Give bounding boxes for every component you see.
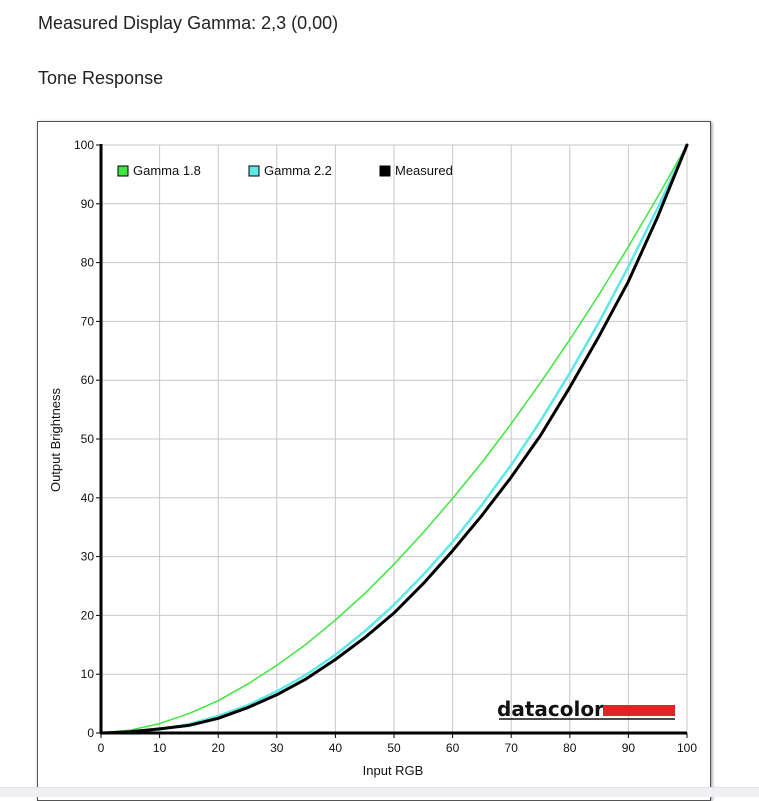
y-tick-label: 0 bbox=[87, 726, 94, 740]
x-tick-label: 30 bbox=[270, 741, 284, 755]
x-axis-title: Input RGB bbox=[363, 763, 424, 778]
chart-frame bbox=[37, 121, 711, 801]
x-tick-label: 50 bbox=[387, 741, 401, 755]
legend-item: Gamma 2.2 bbox=[248, 163, 332, 178]
grid-layer bbox=[101, 144, 688, 733]
logo-red-bar bbox=[603, 705, 675, 716]
x-tick-label: 40 bbox=[329, 741, 343, 755]
gamma-summary: Measured Display Gamma: 2,3 (0,00) bbox=[38, 13, 339, 33]
series-line-gamma-2-2 bbox=[99, 143, 689, 735]
x-tick-label: 20 bbox=[212, 741, 226, 755]
y-tick-label: 70 bbox=[81, 314, 95, 328]
x-tick-label: 0 bbox=[98, 741, 105, 755]
legend-label: Measured bbox=[395, 163, 453, 178]
series-line-measured bbox=[99, 143, 689, 735]
logo-text: datacolor bbox=[497, 697, 604, 721]
y-tick-label: 90 bbox=[81, 197, 95, 211]
legend-label: Gamma 1.8 bbox=[133, 163, 201, 178]
y-axis-title: Output Brightness bbox=[48, 387, 63, 492]
bottom-scroll-strip bbox=[0, 787, 759, 797]
legend-swatch bbox=[248, 165, 260, 177]
legend-swatch bbox=[117, 165, 129, 177]
y-tick-label: 40 bbox=[81, 491, 95, 505]
x-tick-label: 10 bbox=[153, 741, 167, 755]
y-tick-label: 20 bbox=[81, 608, 95, 622]
legend-item: Gamma 1.8 bbox=[117, 163, 201, 178]
legend-item: Measured bbox=[379, 163, 453, 178]
datacolor-logo: datacolor bbox=[497, 697, 675, 721]
y-tick-label: 100 bbox=[74, 138, 94, 152]
axis-layer bbox=[96, 144, 688, 738]
x-tick-label: 90 bbox=[622, 741, 636, 755]
y-tick-label: 30 bbox=[81, 550, 95, 564]
y-tick-label: 10 bbox=[81, 667, 95, 681]
series-line-gamma-1-8 bbox=[100, 144, 688, 734]
legend-label: Gamma 2.2 bbox=[264, 163, 332, 178]
y-tick-label: 80 bbox=[81, 256, 95, 270]
x-tick-label: 70 bbox=[505, 741, 519, 755]
legend-swatch bbox=[379, 165, 391, 177]
section-title: Tone Response bbox=[38, 68, 164, 88]
legend: Gamma 1.8 Gamma 2.2 Measured bbox=[117, 163, 453, 178]
tick-labels: 0 10 20 30 40 50 60 70 80 90 100 0 10 20 30 40 50 60 70 80 9… bbox=[74, 138, 697, 755]
series-layer bbox=[99, 143, 689, 735]
y-tick-label: 50 bbox=[81, 432, 95, 446]
x-tick-label: 80 bbox=[563, 741, 577, 755]
x-tick-label: 100 bbox=[677, 741, 697, 755]
y-tick-label: 60 bbox=[81, 373, 95, 387]
x-tick-label: 60 bbox=[446, 741, 460, 755]
